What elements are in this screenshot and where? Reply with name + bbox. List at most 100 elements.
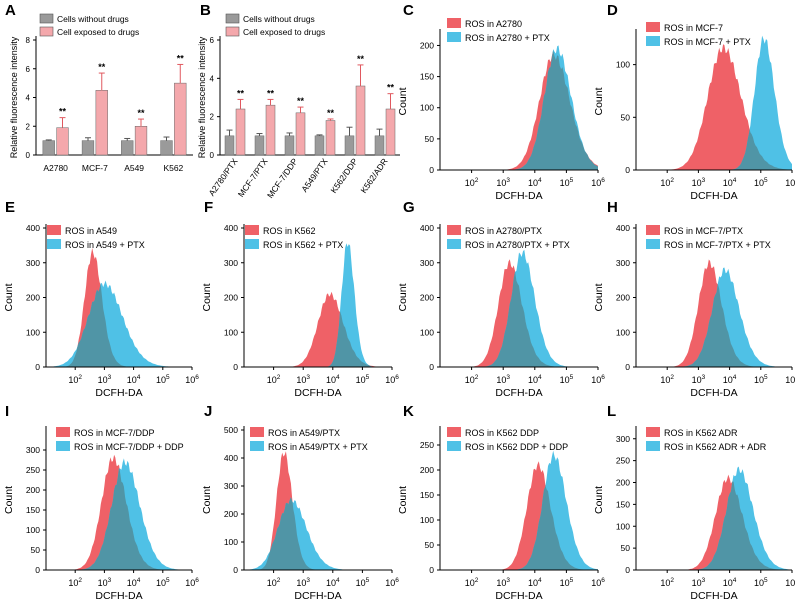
x-tick-label: 103: [692, 374, 706, 385]
legend: ROS in A549 ROS in A549 + PTX: [47, 225, 145, 250]
y-tick-label: 6: [210, 36, 215, 45]
legend-swatch: [646, 427, 660, 437]
x-tick-label: 105: [754, 177, 768, 188]
x-tick-label: 104: [326, 374, 340, 385]
significance-mark: **: [387, 83, 395, 93]
histogram-control: [636, 474, 792, 570]
panel-e: E 0 100 200 300 400 102 103 104 105 106 DCFH-DA Coun…: [3, 199, 199, 399]
legend-swatch: [245, 239, 259, 249]
bar: [385, 108, 396, 156]
legend-label: ROS in A2780: [465, 19, 522, 29]
x-tick-label: 105: [754, 577, 768, 588]
histogram-overlap: [636, 267, 792, 367]
panel-letter: C: [403, 2, 414, 19]
y-tick-label: 200: [616, 293, 630, 303]
y-tick-label: 0: [233, 565, 238, 575]
panel-k: K 0 50 100 150 200 250 102 103 104 105 106 DCFH-DA Co…: [397, 403, 605, 602]
panel-i: I 0 50 100 150 200 250 300 102 103 104 105 106 DCFH-D…: [3, 403, 199, 602]
y-tick-label: 200: [26, 485, 40, 495]
significance-mark: **: [138, 108, 146, 118]
y-tick-label: 100: [616, 60, 630, 70]
y-axis-label: Count: [593, 486, 605, 514]
bar: [42, 140, 55, 156]
y-axis-label: Count: [3, 486, 15, 514]
legend-swatch: [225, 26, 240, 37]
y-tick-label: 400: [224, 223, 238, 233]
panel-letter: F: [204, 199, 213, 216]
x-tick-label: 105: [356, 374, 370, 385]
y-tick-label: 100: [224, 327, 238, 337]
legend: Cells without drugs Cell exposed to drugs: [39, 13, 139, 37]
legend-label: ROS in K562 DDP + DDP: [465, 442, 568, 452]
legend: ROS in A2780/PTX ROS in A2780/PTX + PTX: [447, 225, 570, 250]
histogram-control: [244, 291, 392, 367]
y-tick-label: 4: [26, 94, 31, 103]
x-tick-label: 103: [692, 577, 706, 588]
x-tick-label: 106: [591, 177, 605, 188]
legend-label: ROS in A549/PTX + PTX: [268, 442, 368, 452]
y-tick-label: 500: [224, 425, 238, 435]
legend-label: ROS in K562 DDP: [465, 428, 539, 438]
x-tick-label: 104: [723, 177, 737, 188]
bar: [374, 135, 385, 156]
y-tick-label: 250: [26, 465, 40, 475]
bar: [224, 135, 235, 156]
y-tick-label: 300: [616, 434, 630, 444]
category-label: MCF-7/DDP: [265, 156, 300, 200]
legend-swatch: [56, 427, 70, 437]
bar: [254, 135, 265, 156]
y-tick-label: 200: [420, 293, 434, 303]
significance-mark: **: [177, 53, 185, 63]
x-tick-label: 102: [68, 577, 82, 588]
legend: ROS in K562 ROS in K562 + PTX: [245, 225, 343, 250]
category-label: K562/DDP: [328, 156, 359, 195]
y-tick-label: 250: [616, 456, 630, 466]
legend-label: ROS in A549 + PTX: [65, 240, 145, 250]
y-axis-label: Count: [3, 283, 15, 311]
y-axis-label: Relative fluorescence intensity: [9, 36, 19, 158]
x-tick-label: 102: [68, 374, 82, 385]
panel-d: D 0 50 100 102 103 104 105 106 DCFH-DA Count ROS in…: [593, 2, 795, 202]
panel-g: G 0 100 200 300 400 102 103 104 105 106 DCFH-DA Coun…: [397, 199, 605, 399]
y-tick-label: 0: [233, 362, 238, 372]
histogram-treated: [244, 243, 392, 367]
bar: [265, 104, 276, 156]
legend-label: ROS in K562: [263, 226, 316, 236]
legend-swatch: [245, 225, 259, 235]
y-tick-label: 200: [616, 478, 630, 488]
bar: [295, 112, 306, 156]
legend-swatch: [447, 239, 461, 249]
x-tick-label: 103: [692, 177, 706, 188]
bar: [235, 108, 246, 156]
panel-letter: J: [204, 403, 212, 420]
x-axis-label: DCFH-DA: [690, 190, 737, 202]
x-tick-label: 106: [591, 577, 605, 588]
legend-swatch: [447, 225, 461, 235]
category-label: K562: [163, 163, 183, 173]
x-tick-label: 104: [723, 374, 737, 385]
legend: ROS in K562 DDP ROS in K562 DDP + DDP: [447, 427, 568, 452]
y-tick-label: 50: [621, 112, 631, 122]
legend-swatch: [447, 32, 461, 42]
x-tick-label: 102: [465, 374, 479, 385]
legend-label: ROS in MCF-7/DDP: [74, 428, 155, 438]
x-tick-label: 105: [560, 577, 574, 588]
histogram-treated: [46, 280, 192, 367]
y-tick-label: 300: [224, 481, 238, 491]
x-tick-label: 104: [127, 577, 141, 588]
y-tick-label: 0: [625, 165, 630, 175]
x-axis-label: DCFH-DA: [690, 387, 737, 399]
legend-swatch: [447, 18, 461, 28]
panel-a: A 0 2 4 6 8 Relative fluorescence intensity Cel…: [5, 2, 193, 173]
y-tick-label: 200: [26, 293, 40, 303]
y-tick-label: 300: [26, 258, 40, 268]
legend-swatch: [646, 22, 660, 32]
x-tick-label: 106: [785, 374, 795, 385]
x-tick-label: 104: [528, 577, 542, 588]
legend-swatch: [56, 441, 70, 451]
x-tick-label: 104: [326, 577, 340, 588]
legend-swatch: [447, 441, 461, 451]
significance-mark: **: [327, 108, 335, 118]
